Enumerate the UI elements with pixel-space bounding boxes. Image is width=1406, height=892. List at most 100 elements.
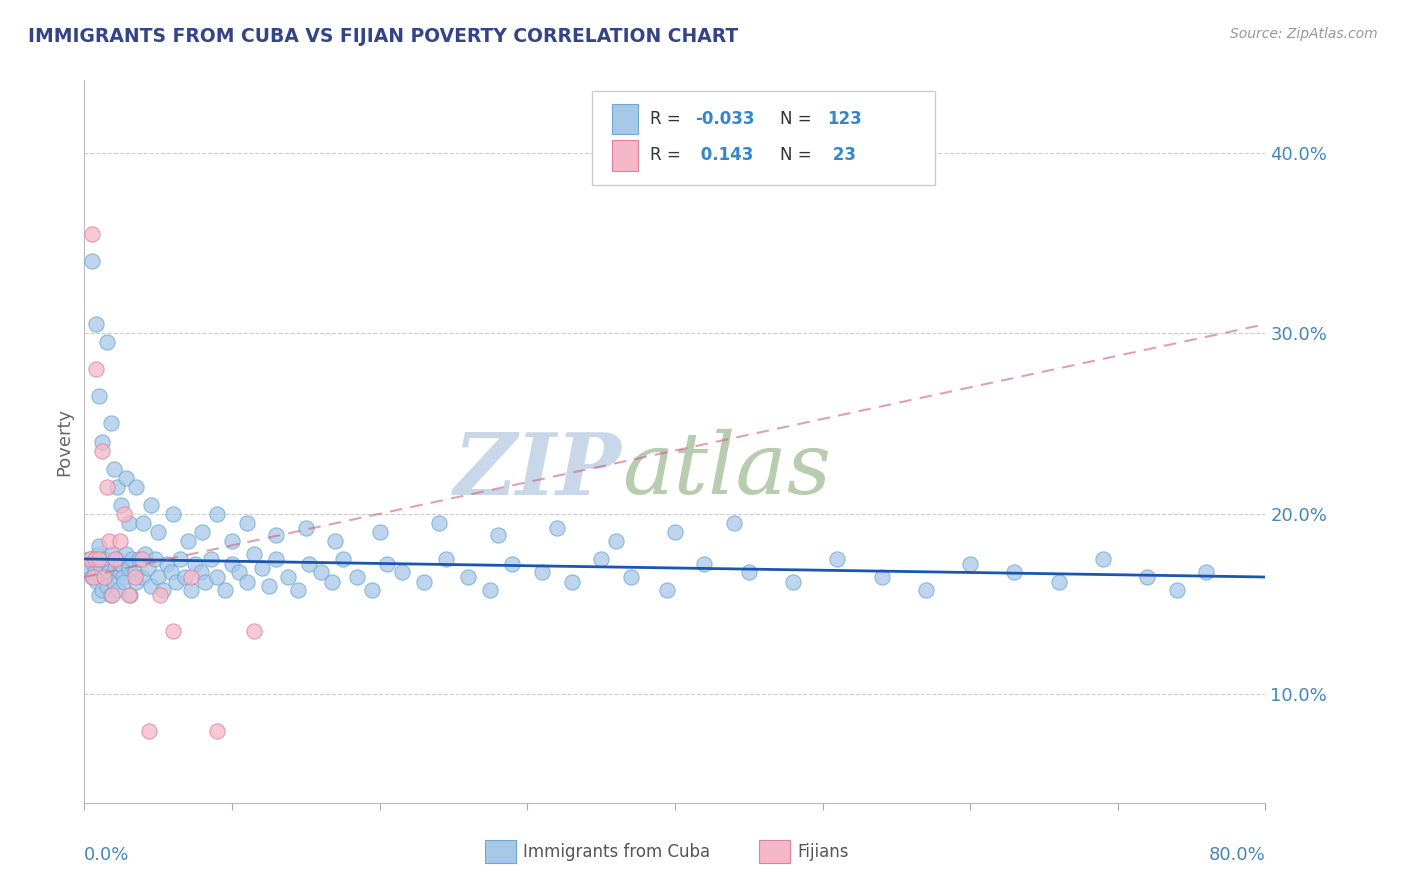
Point <box>194 575 217 590</box>
Point <box>108 533 131 548</box>
Point <box>131 552 153 566</box>
Point <box>531 565 554 579</box>
Point <box>107 582 129 597</box>
Point <box>368 524 391 539</box>
Point <box>98 565 121 579</box>
Point <box>105 552 128 566</box>
Point <box>177 533 200 548</box>
Point <box>96 480 118 494</box>
Point <box>83 565 105 579</box>
Point <box>90 561 112 575</box>
Point <box>82 570 104 584</box>
Point <box>96 335 118 350</box>
Point <box>132 516 155 530</box>
Point <box>84 362 107 376</box>
Point <box>214 582 236 597</box>
Point <box>723 516 745 530</box>
Text: Immigrants from Cuba: Immigrants from Cuba <box>523 843 710 861</box>
Text: Source: ZipAtlas.com: Source: ZipAtlas.com <box>1230 27 1378 41</box>
Point <box>221 558 243 572</box>
Point <box>605 533 627 548</box>
Text: N =: N = <box>780 110 817 128</box>
Point <box>169 552 191 566</box>
Point <box>346 570 368 584</box>
Point <box>184 558 207 572</box>
Point <box>124 570 146 584</box>
Point <box>104 552 127 566</box>
Point <box>87 588 111 602</box>
Point <box>257 579 280 593</box>
Point <box>561 575 583 590</box>
Point <box>108 565 131 579</box>
Point <box>128 552 150 566</box>
Text: atlas: atlas <box>621 429 831 512</box>
Point <box>93 552 115 566</box>
Point <box>148 524 170 539</box>
Point <box>207 570 229 584</box>
Point <box>139 498 162 512</box>
Point <box>79 561 101 575</box>
Point <box>236 575 259 590</box>
Point <box>546 521 568 535</box>
Point <box>207 723 229 738</box>
Point <box>120 588 142 602</box>
Point <box>1047 575 1070 590</box>
Point <box>87 552 111 566</box>
Point <box>79 552 101 566</box>
Point <box>93 570 115 584</box>
Point <box>915 582 938 597</box>
Point <box>138 723 160 738</box>
Point <box>191 524 214 539</box>
Point <box>114 547 136 561</box>
Point <box>657 582 679 597</box>
Point <box>321 575 343 590</box>
Point <box>131 570 153 584</box>
Point <box>121 552 143 566</box>
Point <box>243 624 266 639</box>
Point <box>125 575 148 590</box>
Point <box>228 565 250 579</box>
Text: R =: R = <box>650 110 686 128</box>
Text: IMMIGRANTS FROM CUBA VS FIJIAN POVERTY CORRELATION CHART: IMMIGRANTS FROM CUBA VS FIJIAN POVERTY C… <box>28 27 738 45</box>
Point <box>361 582 384 597</box>
Point <box>207 507 229 521</box>
Point <box>111 570 134 584</box>
Point <box>100 588 122 602</box>
Point <box>125 480 148 494</box>
Point <box>501 558 523 572</box>
Point <box>84 574 107 588</box>
Point <box>91 434 114 449</box>
Point <box>200 552 222 566</box>
Point <box>332 552 354 566</box>
Point <box>77 552 100 566</box>
Point <box>266 552 288 566</box>
Point <box>84 317 107 331</box>
Point <box>591 552 613 566</box>
Point <box>427 516 450 530</box>
Text: 0.0%: 0.0% <box>84 847 129 864</box>
Text: 80.0%: 80.0% <box>1209 847 1265 864</box>
Point <box>86 547 108 561</box>
Point <box>1166 582 1188 597</box>
Point <box>375 558 398 572</box>
Point <box>173 570 195 584</box>
Point <box>959 558 981 572</box>
Point <box>162 507 184 521</box>
Point <box>266 528 288 542</box>
Point <box>236 516 259 530</box>
Text: 0.143: 0.143 <box>695 145 754 164</box>
Point <box>134 547 156 561</box>
Text: 123: 123 <box>827 110 862 128</box>
Point <box>104 561 127 575</box>
Point <box>112 507 135 521</box>
Point <box>87 389 111 403</box>
Point <box>152 582 174 597</box>
Point <box>118 588 141 602</box>
Point <box>94 570 117 584</box>
Point <box>1092 552 1115 566</box>
Point <box>693 558 716 572</box>
Point <box>148 570 170 584</box>
Point <box>664 524 686 539</box>
Point <box>114 471 136 485</box>
Point <box>156 558 179 572</box>
